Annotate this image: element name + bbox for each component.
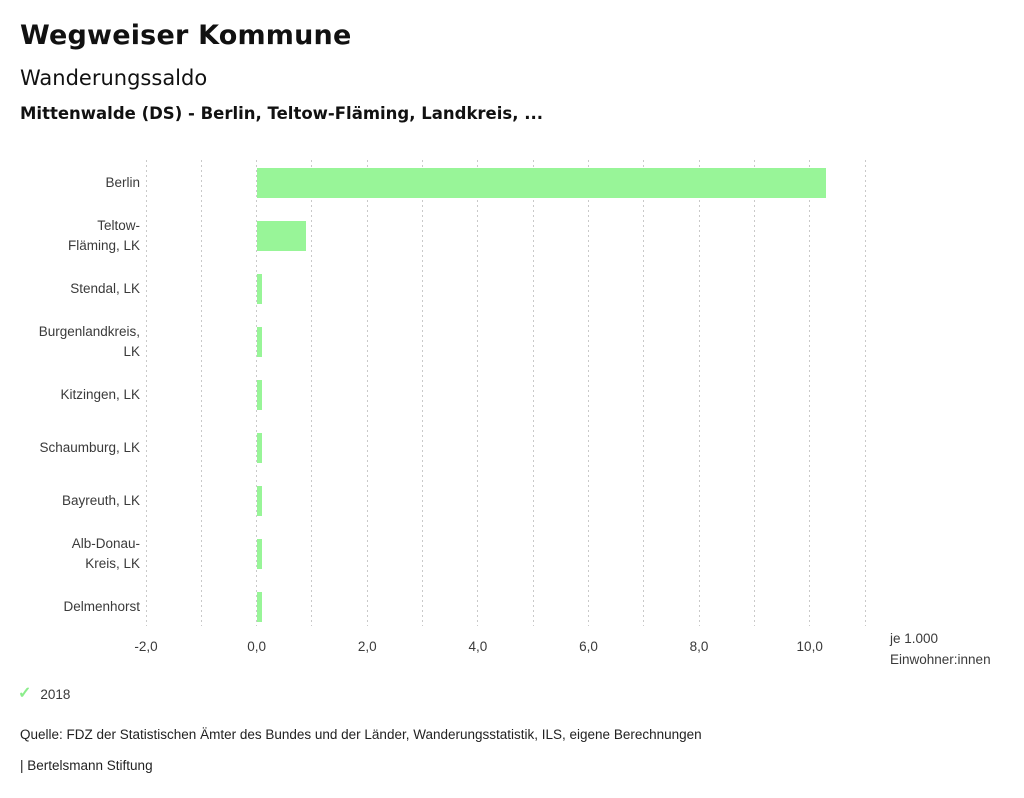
y-axis-label: Delmenhorst [63, 599, 140, 615]
legend-year-label: 2018 [40, 686, 71, 702]
y-axis-label: Schaumburg, LK [39, 440, 140, 456]
bar-alb-donau-kreis-lk[interactable] [256, 539, 263, 570]
source-note: Quelle: FDZ der Statistischen Ämter des … [20, 727, 702, 742]
y-axis-label: Teltow- Fläming, LK [67, 217, 140, 253]
legend-item-2018[interactable]: ✓ 2018 [18, 686, 70, 702]
gridline [311, 160, 313, 626]
bar-delmenhorst[interactable] [256, 592, 263, 623]
bar-berlin[interactable] [256, 167, 827, 198]
bar-burgenlandkreis-lk[interactable] [256, 326, 263, 357]
y-axis-label: Burgenlandkreis, LK [38, 323, 140, 359]
x-axis-tick: 0,0 [247, 639, 266, 654]
x-axis-tick: 4,0 [468, 639, 488, 654]
gridline [643, 160, 645, 626]
gridline [422, 160, 424, 626]
gridline [532, 160, 534, 626]
x-axis-unit-label: je 1.000 Einwohner:innen [890, 631, 991, 667]
x-axis-tick: 2,0 [357, 639, 377, 654]
y-axis-label: Berlin [105, 174, 140, 190]
page-title: Wegweiser Kommune [20, 20, 352, 51]
bar-schaumburg-lk[interactable] [256, 433, 263, 464]
y-axis-label: Stendal, LK [70, 280, 140, 296]
chart-scope-line: Mittenwalde (DS) - Berlin, Teltow-Flämin… [20, 104, 544, 123]
y-axis-label: Bayreuth, LK [61, 493, 140, 509]
gridline [366, 160, 368, 626]
bar-stendal-lk[interactable] [256, 273, 263, 304]
y-axis-label: Kitzingen, LK [60, 386, 140, 402]
gridline [809, 160, 811, 626]
plot-area [145, 156, 866, 634]
bar-kitzingen-lk[interactable] [256, 380, 263, 410]
x-axis-tick: 8,0 [689, 639, 709, 654]
check-icon: ✓ [18, 685, 32, 702]
y-axis-labels: Berlin Teltow- Fläming, LK Stendal, LK Burg… [0, 156, 140, 634]
gridline [753, 160, 755, 626]
gridline [587, 160, 589, 626]
y-axis-label: Alb-Donau- Kreis, LK [71, 536, 140, 572]
x-axis-tick: 10,0 [796, 639, 823, 654]
gridline [145, 160, 147, 626]
gridline [864, 160, 866, 626]
x-axis-tick: 6,0 [579, 639, 598, 654]
bar-bayreuth-lk[interactable] [256, 486, 263, 517]
x-axis-ticks: -2,0 0,0 2,0 4,0 6,0 8,0 10,0 [134, 639, 865, 657]
gridline [477, 160, 479, 626]
branding-note: | Bertelsmann Stiftung [20, 758, 153, 773]
bar-teltow-fläming-lk[interactable] [256, 220, 307, 251]
chart-title: Wanderungssaldo [20, 66, 208, 90]
gridline [698, 160, 700, 626]
x-axis-tick: -2,0 [134, 639, 158, 654]
gridline [200, 160, 202, 626]
